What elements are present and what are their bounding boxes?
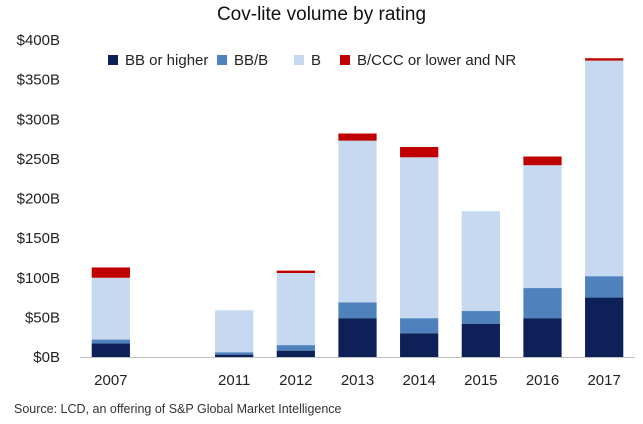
bar-segment-2014-s3 <box>400 146 439 158</box>
x-tick-label: 2015 <box>464 372 497 389</box>
bar-segment-2012-s3 <box>276 270 315 273</box>
bar-segment-2015-s1 <box>461 311 500 324</box>
bar-segment-2007-s1 <box>91 339 130 344</box>
chart-title: Cov-lite volume by rating <box>216 4 427 25</box>
y-tick-label: $200B <box>17 191 60 208</box>
y-tick-label: $0B <box>33 349 60 366</box>
legend: BB or higher BB/B B B/CCC or lower and NR <box>108 52 516 69</box>
y-tick-label: $300B <box>17 111 60 128</box>
x-axis-labels: 2007 2011 2012 2013 2014 2015 2016 2017 <box>94 372 621 389</box>
bar-segment-2016-s3 <box>523 156 562 166</box>
bar-segment-2013-s2 <box>338 140 377 303</box>
legend-swatch <box>294 55 304 65</box>
y-tick-label: $350B <box>17 72 60 89</box>
bar-segment-2011-s1 <box>215 352 254 355</box>
bar-segment-2007-s2 <box>91 277 130 340</box>
bar-segment-2016-s1 <box>523 288 562 319</box>
bar-segment-2017-s2 <box>585 60 624 277</box>
bar-segment-2017-s1 <box>585 276 624 298</box>
bar-segment-2015-s2 <box>461 211 500 312</box>
bar-segment-2017-s0 <box>585 297 624 357</box>
legend-label: BB/B <box>234 52 268 69</box>
x-tick-label: 2014 <box>402 372 435 389</box>
bar-segment-2012-s2 <box>276 272 315 346</box>
bar-segment-2012-s1 <box>276 345 315 351</box>
y-axis-labels: $0B $50B $100B $150B $200B $250B $300B $350B $40… <box>17 32 60 366</box>
x-tick-label: 2017 <box>587 372 620 389</box>
source-note: Source: LCD, an offering of S&P Global M… <box>14 402 342 416</box>
y-tick-label: $250B <box>17 151 60 168</box>
bar-segment-2011-s0 <box>215 354 254 357</box>
legend-swatch <box>108 55 118 65</box>
y-tick-label: $50B <box>25 309 60 326</box>
bar-segment-2013-s0 <box>338 318 377 357</box>
bar-segment-2014-s1 <box>400 318 439 334</box>
x-tick-label: 2007 <box>94 372 127 389</box>
bar-segment-2015-s0 <box>461 323 500 357</box>
y-tick-label: $150B <box>17 230 60 247</box>
x-tick-label: 2011 <box>218 372 250 389</box>
bar-segment-2011-s2 <box>215 310 254 353</box>
bar-segment-2007-s3 <box>91 267 130 278</box>
y-tick-label: $100B <box>17 270 60 287</box>
bar-segment-2013-s3 <box>338 133 377 141</box>
bar-segment-2007-s0 <box>91 343 130 357</box>
bar-segment-2014-s0 <box>400 333 439 357</box>
x-tick-label: 2012 <box>279 372 312 389</box>
x-tick-label: 2016 <box>526 372 559 389</box>
y-tick-label: $400B <box>17 32 60 49</box>
bar-segment-2016-s0 <box>523 318 562 357</box>
legend-swatch <box>340 55 350 65</box>
x-tick-label: 2013 <box>341 372 374 389</box>
bar-segment-2017-s3 <box>585 58 624 61</box>
bars <box>91 58 624 357</box>
bar-segment-2013-s1 <box>338 302 377 319</box>
bar-segment-2016-s2 <box>523 165 562 289</box>
legend-label: BB or higher <box>125 52 208 69</box>
bar-segment-2014-s2 <box>400 157 439 319</box>
legend-label: B/CCC or lower and NR <box>357 52 516 69</box>
bar-segment-2012-s0 <box>276 350 315 357</box>
legend-swatch <box>217 55 227 65</box>
legend-label: B <box>311 52 321 69</box>
